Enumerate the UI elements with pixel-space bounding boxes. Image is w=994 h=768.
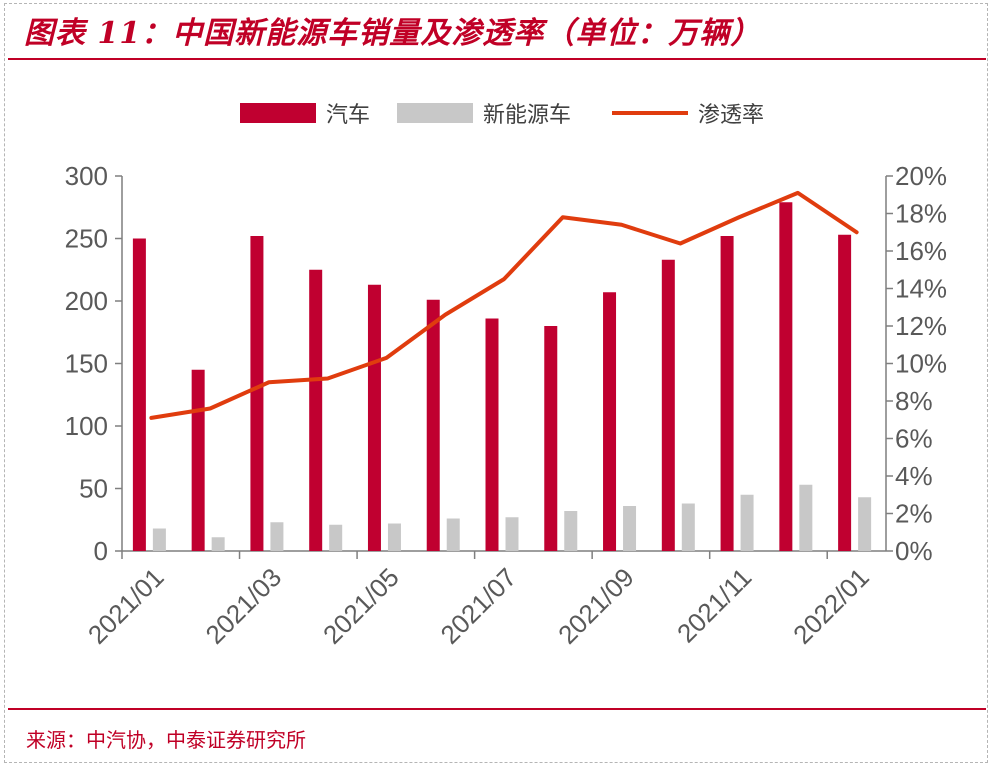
bar-nev — [270, 522, 284, 551]
y-left-tick-label: 250 — [65, 224, 108, 254]
bar-auto — [309, 269, 323, 551]
y-left-tick-label: 100 — [65, 411, 108, 441]
footer-divider — [8, 708, 986, 710]
y-left-tick-label: 50 — [79, 474, 108, 504]
chart-line — [149, 190, 859, 420]
y-left-tick-label: 150 — [65, 349, 108, 379]
bar-nev — [387, 523, 401, 551]
bar-auto — [603, 292, 617, 551]
y-right-tick-label: 4% — [895, 461, 933, 491]
y-right-tick-label: 10% — [895, 349, 947, 379]
bar-auto — [661, 259, 675, 551]
x-tick-label: 2021/07 — [435, 562, 523, 650]
bar-nev — [329, 524, 343, 551]
chart-title: 图表 11：中国新能源车销量及渗透率（单位：万辆） — [24, 16, 762, 51]
source-note: 来源：中汽协，中泰证券研究所 — [26, 728, 306, 752]
y-right-tick-label: 0% — [895, 536, 933, 566]
title-divider — [8, 58, 986, 60]
x-tick-label: 2021/05 — [317, 562, 405, 650]
bar-auto — [838, 234, 852, 551]
chart-frame — [4, 3, 988, 763]
legend-swatch-auto — [240, 103, 316, 123]
legend-label-nev: 新能源车 — [483, 103, 571, 128]
legend-label-penetration: 渗透率 — [698, 103, 764, 128]
bar-nev — [623, 506, 637, 551]
x-tick-label: 2021/11 — [671, 562, 757, 648]
x-tick-label: 2021/03 — [199, 562, 287, 650]
x-tick-label: 2021/09 — [552, 562, 640, 650]
bar-auto — [250, 236, 264, 551]
y-right-tick-label: 14% — [895, 274, 947, 304]
y-right-tick-label: 12% — [895, 311, 947, 341]
y-right-tick-label: 16% — [895, 236, 947, 266]
bar-auto — [191, 369, 205, 551]
y-right-tick-label: 6% — [895, 424, 933, 454]
chart-bars — [132, 202, 872, 551]
bar-nev — [799, 484, 813, 551]
legend-swatch-nev — [397, 103, 473, 123]
y-right-tick-label: 2% — [895, 499, 933, 529]
y-right-tick-label: 8% — [895, 386, 933, 416]
bar-nev — [446, 518, 460, 551]
y-right-tick-label: 18% — [895, 199, 947, 229]
bar-auto — [485, 318, 499, 551]
bar-auto — [779, 202, 793, 551]
bar-nev — [564, 511, 578, 551]
bar-nev — [505, 517, 519, 551]
y-left-tick-label: 200 — [65, 286, 108, 316]
x-tick-label: 2021/01 — [82, 562, 170, 650]
bar-auto — [132, 238, 146, 551]
bar-nev — [152, 528, 166, 551]
bar-nev — [211, 537, 225, 551]
bar-nev — [858, 497, 872, 551]
bar-auto — [426, 299, 440, 551]
bar-auto — [544, 326, 558, 551]
y-left-tick-label: 300 — [65, 161, 108, 191]
y-left-tick-label: 0 — [94, 536, 108, 566]
y-right-tick-label: 20% — [895, 161, 947, 191]
legend-label-auto: 汽车 — [326, 103, 370, 128]
bar-nev — [681, 503, 695, 551]
bar-auto — [367, 284, 381, 551]
bar-auto — [720, 236, 734, 551]
chart-legend: 汽车 新能源车 渗透率 — [240, 103, 764, 128]
bar-nev — [740, 494, 754, 551]
x-tick-label: 2022/01 — [787, 562, 875, 650]
